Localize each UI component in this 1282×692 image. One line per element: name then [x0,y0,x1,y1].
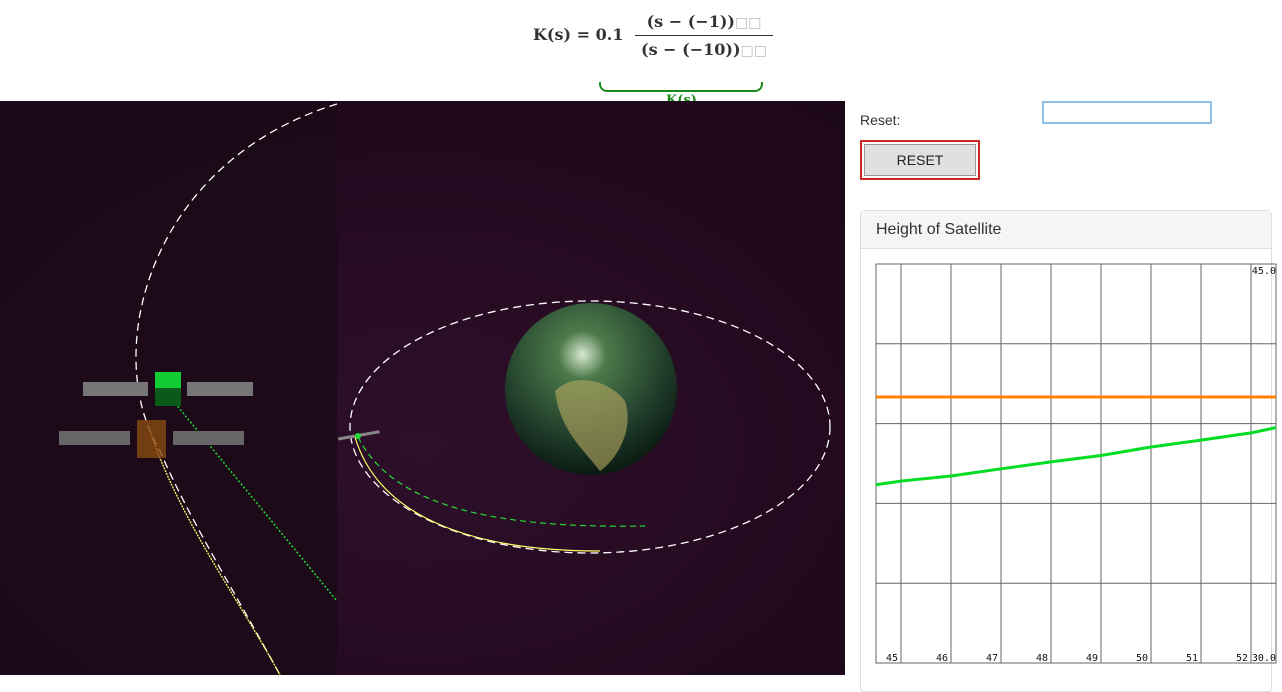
solar-panel [173,431,244,445]
orbit-path [135,103,338,675]
placeholder: □□ [740,43,768,59]
numerator-text: (s − (−1)) [646,12,735,31]
page: K(s) = 0.1 (s − (−1))□□ (s − (−10))□□ K(… [0,8,1277,692]
solar-panel [83,382,148,396]
underbrace [599,82,763,92]
continent [555,380,628,471]
chart-title: Height of Satellite [861,211,1271,249]
chart-panel: Height of Satellite [860,210,1272,692]
satellite-shadow [137,420,166,458]
scene-3d[interactable] [0,101,845,675]
trajectory [149,430,281,675]
orbit-ellipse [349,300,831,554]
satellite-small [355,433,361,439]
reset-button-text[interactable]: RESET [864,144,976,176]
solar-panel [59,431,130,445]
trajectory [354,436,601,552]
reset-button[interactable]: RESET [860,140,980,180]
trajectory [357,436,646,527]
reset-label: Reset: [860,112,901,128]
satellite-body [155,388,181,406]
formula-lhs: K(s) = [533,25,591,44]
satellite-body [155,372,181,388]
denominator-text: (s − (−10)) [641,40,741,59]
formula: K(s) = 0.1 (s − (−1))□□ (s − (−10))□□ [533,8,774,63]
denominator: (s − (−10))□□ [635,36,773,63]
numerator: (s − (−1))□□ [635,8,774,36]
reset-input[interactable] [1042,101,1212,124]
formula-gain: 0.1 [595,25,624,44]
fraction: (s − (−1))□□ (s − (−10))□□ [635,8,774,63]
solar-panel [187,382,253,396]
placeholder: □□ [734,15,762,31]
